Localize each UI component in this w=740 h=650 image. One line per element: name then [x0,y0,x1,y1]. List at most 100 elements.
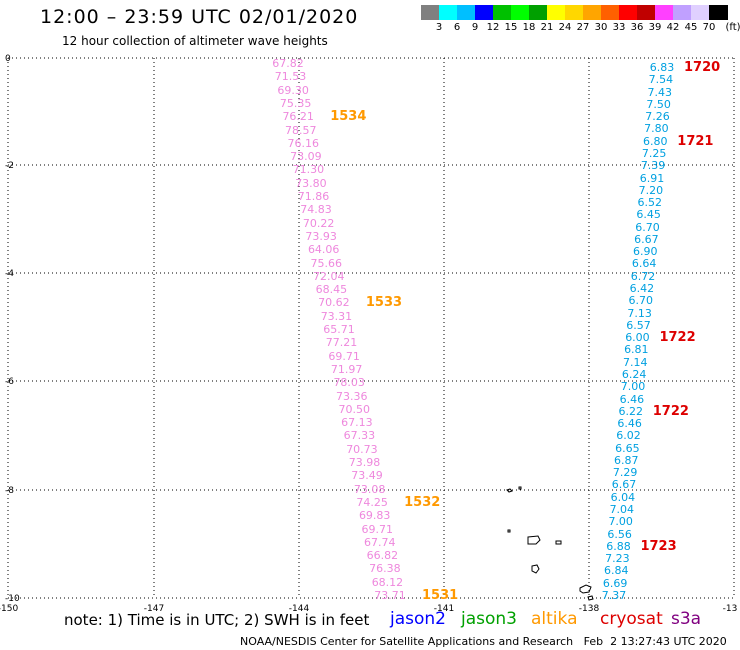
wave-height-value: 73.08 [353,482,386,496]
legend-swatch [601,5,620,20]
legend-label: 33 [612,22,626,33]
color-legend [421,5,728,20]
wave-height-value: 7.26 [645,110,670,124]
wave-height-value: 6.69 [602,576,628,590]
wave-height-value: 6.83 [649,61,675,74]
wave-height-value: 6.67 [634,232,659,246]
wave-height-value: 6.22 [618,404,643,418]
x-axis-label: -147 [143,604,165,614]
wave-height-value: 74.25 [356,495,388,509]
wave-height-value: 75.66 [310,256,343,270]
legend-label: (ft) [725,22,740,33]
legend-swatch [457,5,476,20]
map-grid [7,57,735,599]
wave-height-value: 7.43 [647,85,673,99]
wave-height-value: 6.65 [615,441,640,455]
wave-height-value: 69.71 [361,522,394,536]
wave-height-value: 7.13 [627,306,652,320]
wave-height-value: 65.71 [323,323,355,336]
legend-swatch [619,5,638,20]
legend-swatch [475,5,494,20]
wave-height-value: 64.06 [307,243,340,257]
wave-height-value: 73.09 [290,150,322,164]
island-shape [506,488,513,493]
legend-swatch [691,5,710,20]
wave-height-value: 73.71 [374,589,406,602]
wave-height-value: 75.35 [279,96,312,110]
satellite-name: s3a [671,609,702,629]
time-label: 1722 [659,330,696,346]
wave-height-value: 70.73 [346,442,378,456]
color-legend-labels: 3 6 9 12 15 18 21 24 27 30 33 36 39 42 45 70 (ft) [421,22,740,36]
legend-label: 6 [453,22,461,33]
wave-height-value: 6.81 [624,343,649,357]
island-outlines [506,486,594,601]
island-shape [507,529,511,533]
wave-height-value: 6.04 [610,490,636,504]
wave-height-value: 71.30 [292,163,325,177]
legend-swatch [583,5,602,20]
y-axis-label: -8 [5,486,14,496]
y-axis-label: -4 [5,269,14,279]
wave-height-value: 6.70 [628,294,654,308]
island-shape [527,535,541,545]
wave-height-value: 68.45 [315,283,348,297]
wave-height-value: 6.46 [619,392,645,406]
x-axis-label: -144 [288,604,310,614]
wave-height-value: 6.45 [636,208,661,222]
wave-height-value: 6.02 [616,429,641,443]
legend-label: 45 [684,22,698,33]
wave-height-value: 68.12 [371,575,404,589]
satellite-name: cryosat [600,609,663,629]
legend-label: 42 [666,22,680,33]
time-label: 1533 [365,295,403,311]
wave-height-value: 6.00 [625,331,650,345]
time-label: 1721 [677,133,714,149]
legend-swatch [421,5,440,20]
wave-height-value: 6.42 [629,282,655,296]
wave-height-value: 7.37 [601,589,627,602]
wave-height-value: 7.14 [622,355,648,369]
wave-height-value: 67.74 [364,535,396,549]
legend-swatch [565,5,584,20]
wave-height-value: 6.57 [626,318,651,332]
wave-height-value: 73.98 [348,456,381,469]
y-axis-label: -2 [5,161,14,171]
wave-height-value: 73.49 [351,469,383,483]
x-axis-label: -13 [722,604,738,614]
wave-height-value: 78.57 [285,123,317,137]
wave-height-value: 7.23 [605,552,630,566]
island-shape [579,584,592,594]
legend-label: 9 [471,22,479,33]
wave-height-value: 73.31 [320,309,353,323]
island-shape [587,595,594,601]
wave-height-value: 7.00 [608,515,633,529]
wave-height-value: 6.52 [637,196,662,210]
wave-height-value: 74.83 [300,203,332,217]
wave-height-value: 72.04 [313,269,345,283]
legend-swatch [709,5,728,20]
legend-label: 21 [540,22,554,33]
time-label: 1723 [640,538,677,554]
island-shape [518,486,522,490]
wave-height-value: 67.33 [343,429,376,443]
legend-label: 15 [504,22,518,33]
time-label: 1534 [330,109,367,125]
legend-label: 30 [594,22,608,33]
y-axis-label: 0 [5,54,11,64]
wave-height-value: 77.21 [325,336,358,350]
wave-height-value: 78.03 [333,376,365,390]
wave-height-value: 73.80 [295,176,327,190]
wave-height-value: 6.24 [621,367,647,381]
wave-height-value: 7.54 [648,73,674,87]
wave-height-value: 7.04 [609,503,635,517]
legend-swatch [547,5,566,20]
wave-height-value: 69.83 [358,509,391,523]
legend-swatch [655,5,674,20]
legend-swatch [529,5,548,20]
wave-height-value: 67.13 [341,416,373,430]
wave-height-value: 6.84 [603,564,629,578]
wave-height-value: 70.62 [318,296,350,310]
legend-label: 27 [576,22,590,33]
wave-height-value: 6.64 [631,257,657,271]
